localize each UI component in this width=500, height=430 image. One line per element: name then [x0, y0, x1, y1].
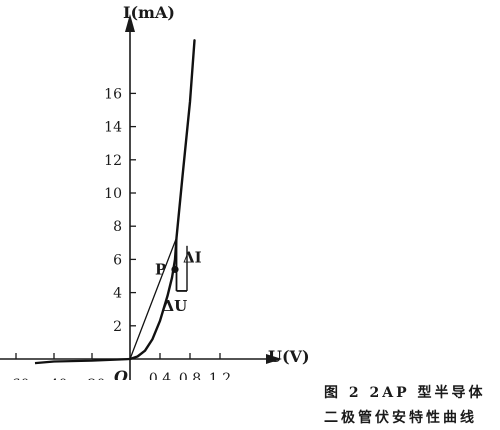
x-axis-label: U(V) [268, 347, 310, 366]
tick-labels: I(mA) U(V) O 2 4 6 8 10 12 14 16 0.4 0.8 1.2 - 60 - 40 -… [3, 3, 310, 380]
x-tick-label: - 60 [3, 377, 30, 380]
x-tick-label: 1.2 [209, 371, 231, 380]
y-tick-label: 16 [104, 86, 122, 102]
annotations: P ΔI ΔU [129, 237, 202, 360]
x-axis-arrow [266, 354, 282, 364]
y-tick-label: 10 [104, 186, 122, 202]
x-tick-label: 0.8 [179, 371, 201, 380]
y-tick-label: 4 [113, 286, 122, 302]
secant-line [129, 237, 178, 360]
y-tick-label: 14 [104, 120, 122, 136]
delta-i-label: ΔI [183, 249, 202, 267]
y-tick-label: 8 [113, 219, 122, 235]
reverse-curve [34, 357, 131, 365]
axes [0, 14, 282, 380]
x-tick-label: - 20 [79, 377, 106, 380]
figure-caption-line-1: 图 2 2AP 型半导体 [324, 385, 486, 401]
tick-marks [15, 92, 221, 359]
y-axis-label: I(mA) [123, 3, 175, 22]
iv-chart: I(mA) U(V) O 2 4 6 8 10 12 14 16 0.4 0.8 1.2 - 60 - 40 -… [0, 3, 310, 380]
y-tick-label: 2 [113, 319, 122, 335]
y-tick-label: 12 [104, 153, 122, 169]
delta-u-label: ΔU [163, 297, 188, 315]
x-tick-label: - 40 [41, 377, 68, 380]
curves [34, 39, 196, 365]
origin-label: O [114, 367, 128, 380]
y-axis-arrow [125, 14, 135, 32]
point-p-label: P [155, 260, 166, 278]
point-p-marker [171, 265, 179, 273]
y-tick-label: 6 [113, 252, 122, 268]
figure-caption-line-2: 二极管伏安特性曲线 [324, 410, 477, 426]
forward-curve [128, 39, 196, 361]
x-tick-label: 0.4 [149, 371, 171, 380]
